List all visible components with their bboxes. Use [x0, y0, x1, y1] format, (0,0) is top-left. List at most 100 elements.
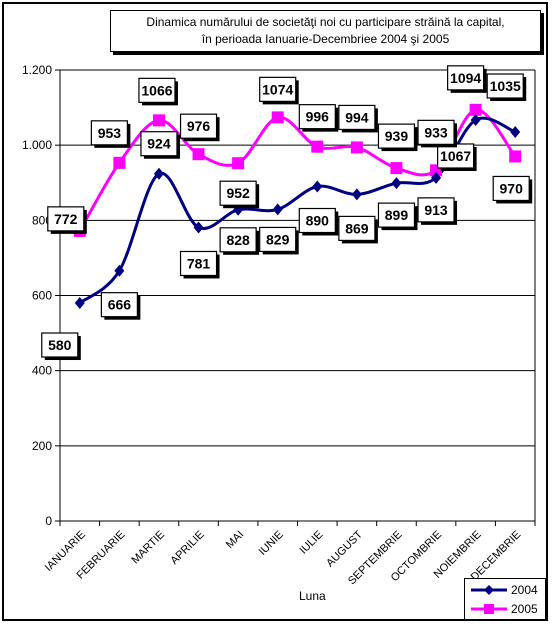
data-point-2004 [431, 171, 442, 184]
data-label-2005: 976 [179, 113, 220, 142]
data-point-2004 [312, 180, 323, 193]
data-label-2004: 899 [377, 202, 418, 231]
data-label-2005: 1094 [447, 65, 487, 93]
data-label-box [90, 120, 128, 146]
y-tick-label: 1.000 [22, 138, 52, 152]
data-label-value: 996 [306, 109, 330, 125]
x-tick-label: APRILIE [168, 529, 206, 567]
data-label-value: 913 [424, 202, 448, 218]
data-point-2004 [470, 113, 481, 126]
data-label-2005: 1074 [259, 76, 299, 105]
data-label-value: 970 [500, 180, 524, 196]
data-label-2004: 666 [100, 292, 141, 320]
data-point-2005 [232, 157, 245, 170]
data-label-box [417, 119, 455, 145]
data-point-2004 [114, 264, 125, 277]
data-point-2004 [351, 188, 362, 201]
data-label-box [41, 332, 79, 358]
data-label-value: 976 [187, 118, 211, 134]
data-label-box [140, 131, 178, 157]
data-label-2005: 994 [338, 104, 378, 133]
data-point-2005 [192, 148, 205, 161]
data-label-box [219, 227, 257, 253]
legend-swatch-2004 [471, 585, 507, 595]
legend-swatch-2005 [471, 604, 507, 614]
data-label-2004: 781 [179, 250, 220, 279]
data-label-2005: 939 [377, 123, 418, 152]
chart-title-line-1: Dinamica numărului de societăţi noi cu p… [146, 15, 505, 29]
grid-layer [60, 69, 535, 447]
data-label-box [179, 250, 218, 277]
data-label-value: 1066 [141, 82, 172, 98]
data-label-value: 1074 [262, 81, 293, 97]
legend: 2004 2005 [464, 578, 546, 620]
data-label-value: 899 [385, 207, 409, 223]
data-label-value: 781 [187, 255, 211, 271]
data-label-value: 939 [385, 128, 409, 144]
data-label-box [377, 202, 416, 228]
data-point-2004 [74, 297, 85, 310]
data-point-2004 [193, 221, 204, 234]
data-label-value: 952 [226, 185, 250, 201]
legend-item-2005: 2005 [469, 600, 545, 618]
data-label-2005: 952 [219, 180, 260, 209]
data-label-box [417, 197, 455, 223]
data-point-2005 [311, 140, 324, 153]
data-label-value: 1067 [440, 148, 471, 164]
data-label-2004: 828 [219, 227, 260, 255]
data-point-2005 [350, 141, 363, 154]
data-label-value: 953 [98, 125, 122, 141]
data-point-2005 [152, 114, 165, 127]
data-label-box [259, 226, 297, 253]
data-labels: 580 666 924 781 828 829 890 869 899 913 1067 1035 77… [41, 65, 533, 361]
data-label-box [47, 206, 85, 232]
data-label-2005: 953 [90, 120, 131, 148]
data-point-2004 [272, 203, 283, 216]
data-label-box [138, 77, 176, 103]
data-label-value: 890 [306, 213, 330, 229]
data-label-value: 828 [226, 232, 250, 248]
data-label-value: 829 [266, 231, 290, 247]
data-label-value: 1035 [490, 78, 521, 94]
data-label-box [298, 104, 336, 130]
data-label-value: 924 [147, 136, 171, 152]
data-label-2004: 869 [338, 215, 378, 244]
y-tick-label: 600 [32, 289, 52, 303]
x-tick-label: IUNIE [257, 529, 286, 558]
x-axis-label: Luna [299, 589, 326, 603]
data-label-box [437, 143, 475, 169]
x-tick-label: AUGUST [324, 528, 365, 569]
x-tick-label: MAI [224, 529, 246, 551]
y-tick-label: 200 [32, 439, 52, 453]
data-label-value: 772 [54, 211, 78, 227]
data-point-2005 [113, 156, 126, 169]
data-label-value: 580 [48, 337, 72, 353]
y-tick-label: 0 [45, 514, 52, 528]
data-label-box [377, 123, 416, 149]
data-point-2005 [509, 150, 522, 163]
data-label-box [338, 215, 376, 242]
x-tick-label: IULIE [297, 529, 325, 557]
data-point-2004 [153, 167, 164, 180]
data-label-2004: 1067 [437, 143, 477, 171]
y-tick-label: 400 [32, 364, 52, 378]
legend-label-2004: 2004 [511, 583, 538, 597]
data-label-value: 869 [345, 220, 369, 236]
data-label-2004: 890 [298, 207, 339, 236]
data-label-2004: 924 [140, 131, 180, 159]
data-label-box [259, 76, 297, 102]
data-label-2004: 580 [41, 332, 81, 361]
data-label-box [447, 65, 485, 91]
data-label-value: 994 [345, 109, 369, 125]
data-point-2004 [391, 177, 402, 190]
data-label-2004: 1035 [486, 73, 527, 102]
legend-label-2005: 2005 [511, 602, 538, 616]
data-label-box [338, 104, 376, 131]
data-label-2004: 829 [259, 226, 299, 255]
series-markers [73, 103, 522, 310]
data-label-box [100, 292, 138, 318]
y-tick-label: 1.200 [22, 63, 52, 77]
data-label-2005: 996 [298, 104, 339, 132]
chart-frame [2, 2, 548, 621]
